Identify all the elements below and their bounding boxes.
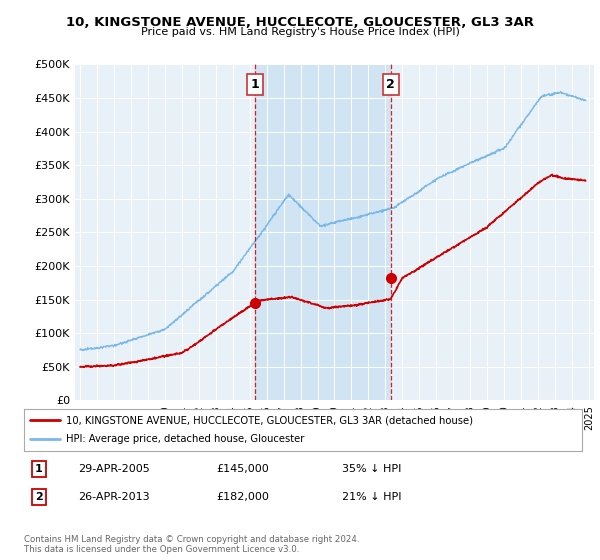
Text: 1: 1 (35, 464, 43, 474)
Text: 2: 2 (35, 492, 43, 502)
Text: £182,000: £182,000 (216, 492, 269, 502)
Text: 21% ↓ HPI: 21% ↓ HPI (342, 492, 401, 502)
Text: 29-APR-2005: 29-APR-2005 (78, 464, 150, 474)
Text: 26-APR-2013: 26-APR-2013 (78, 492, 149, 502)
Text: HPI: Average price, detached house, Gloucester: HPI: Average price, detached house, Glou… (66, 435, 304, 445)
Text: 1: 1 (251, 78, 260, 91)
Bar (255, 64, 391, 400)
Text: Contains HM Land Registry data © Crown copyright and database right 2024.
This d: Contains HM Land Registry data © Crown c… (24, 535, 359, 554)
Text: 2: 2 (386, 78, 395, 91)
Text: 10, KINGSTONE AVENUE, HUCCLECOTE, GLOUCESTER, GL3 3AR: 10, KINGSTONE AVENUE, HUCCLECOTE, GLOUCE… (66, 16, 534, 29)
Text: 10, KINGSTONE AVENUE, HUCCLECOTE, GLOUCESTER, GL3 3AR (detached house): 10, KINGSTONE AVENUE, HUCCLECOTE, GLOUCE… (66, 415, 473, 425)
Text: Price paid vs. HM Land Registry's House Price Index (HPI): Price paid vs. HM Land Registry's House … (140, 27, 460, 37)
Text: £145,000: £145,000 (216, 464, 269, 474)
Text: 35% ↓ HPI: 35% ↓ HPI (342, 464, 401, 474)
